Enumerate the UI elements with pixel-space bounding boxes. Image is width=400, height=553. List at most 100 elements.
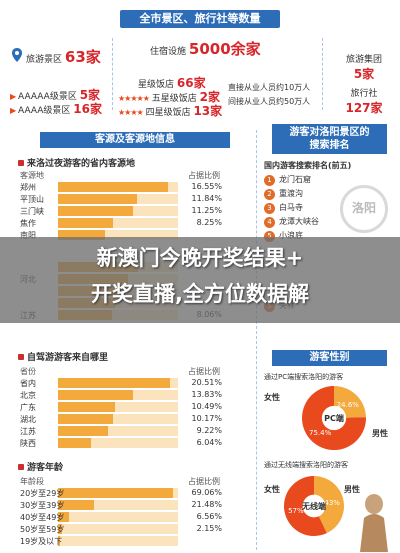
aaaa-count: 16家 <box>73 102 102 116</box>
five-star-row: ★★★★★ 五星级饭店 2家 <box>118 88 220 105</box>
col-header: 占据比例 <box>188 367 220 376</box>
category-label: 三门峡 <box>20 207 44 216</box>
bar <box>58 488 174 498</box>
bar <box>58 512 69 522</box>
four-star-label: 四星级饭店 <box>145 108 191 118</box>
gender-header: 游客性别 <box>272 350 387 366</box>
rank-header: 游客对洛阳景区的 搜索排名 <box>272 124 387 154</box>
col-header: 省份 <box>20 367 36 376</box>
value-label: 21.48% <box>191 500 222 509</box>
value-label: 9.22% <box>196 426 222 435</box>
value-label: 11.25% <box>191 206 222 215</box>
chart-title-selfdrive: 自驾游游客来自哪里 <box>18 350 108 363</box>
aaaa-row: ▶ AAAA级景区 16家 <box>10 100 102 117</box>
value-label: 20.51% <box>191 378 222 387</box>
group-block: 旅游集团 5家 <box>334 52 394 82</box>
bar-track <box>58 524 178 534</box>
category-label: 江苏 <box>20 427 36 436</box>
pie-slice <box>314 476 344 534</box>
bar-track <box>58 230 178 240</box>
female-label: 女性 <box>264 393 280 402</box>
category-label: 广东 <box>20 403 36 412</box>
value-label: 11.84% <box>191 194 222 203</box>
bar <box>58 194 137 204</box>
category-label: 南阳 <box>20 231 36 240</box>
aaaaa-count: 5家 <box>79 88 101 102</box>
promo-overlay <box>0 237 400 323</box>
rank-item-4: 4 龙潭大峡谷 <box>264 216 319 228</box>
bar <box>58 438 91 448</box>
scenic-block: 旅游景区 63家 <box>26 46 101 67</box>
col-header: 年龄段 <box>20 477 44 486</box>
bar <box>58 378 170 388</box>
chart-title-province: 来洛过夜游客的省内客源地 <box>18 156 135 169</box>
promo-line-2: 开奖直播,全方位数据解 <box>91 282 309 306</box>
rank-item-1: 1 龙门石窟 <box>264 174 311 186</box>
value-label: 10.17% <box>191 414 222 423</box>
pie-center-label: PC端 <box>324 413 344 423</box>
star-icon: ▶ <box>10 92 16 101</box>
lodging-block: 住宿设施 5000余家 <box>150 38 261 59</box>
col-header: 占据比例 <box>188 171 220 180</box>
bar <box>58 402 116 412</box>
star-icon: ★★★★ <box>118 108 144 117</box>
pie-pc: 24.6% 75.4% PC端 <box>302 386 366 450</box>
agency-label: 旅行社 <box>350 89 378 99</box>
four-star-row: ★★★★ 四星级饭店 13家 <box>118 102 222 119</box>
category-label: 北京 <box>20 391 36 400</box>
five-star-count: 2家 <box>199 90 220 104</box>
promo-text: 新澳门今晚开奖结果+ 开奖直播,全方位数据解 <box>0 240 400 312</box>
four-star-count: 13家 <box>193 104 223 118</box>
promo-line-1: 新澳门今晚开奖结果+ <box>96 246 304 270</box>
male-label: 男性 <box>344 485 360 494</box>
statue-icon <box>360 494 388 552</box>
bar-track <box>58 414 178 424</box>
map-pin-icon <box>12 48 22 62</box>
bar-track <box>58 438 178 448</box>
scenic-label: 旅游景区 <box>26 55 63 65</box>
bar <box>58 390 134 400</box>
category-label: 湖北 <box>20 415 36 424</box>
pie-mobile: 43% 57%无线端 <box>284 476 344 536</box>
bar-track <box>58 536 178 546</box>
bar-track <box>58 402 178 412</box>
source-header: 客源及客源地信息 <box>40 132 230 148</box>
divider <box>112 38 113 110</box>
bar-track <box>58 218 178 228</box>
five-star-label: 五星级饭店 <box>151 94 197 104</box>
agency-count: 127家 <box>345 101 383 115</box>
category-label: 省内 <box>20 379 36 388</box>
bar <box>58 536 60 546</box>
value-label: 6.56% <box>196 512 222 521</box>
group-label: 旅游集团 <box>345 55 382 65</box>
star-hotel-count: 66家 <box>176 76 206 90</box>
bar <box>58 206 133 216</box>
direct-emp: 直接从业人员约10万人 <box>228 83 311 92</box>
bar <box>58 182 169 192</box>
luoyang-circle <box>340 185 388 233</box>
scenic-count: 63家 <box>64 48 101 66</box>
bar <box>58 414 114 424</box>
lodging-label: 住宿设施 <box>150 47 187 57</box>
bar-track <box>58 512 178 522</box>
value-label: 2.15% <box>196 524 222 533</box>
bullet-icon <box>18 464 24 470</box>
aaaaa-label: AAAAA级景区 <box>18 92 77 102</box>
agency-block: 旅行社 127家 <box>334 86 394 116</box>
category-label: 郑州 <box>20 183 36 192</box>
category-label: 焦作 <box>20 219 36 228</box>
pie-center <box>302 494 326 518</box>
value-label: 6.04% <box>196 438 222 447</box>
category-label: 30岁至39岁 <box>20 501 65 510</box>
star-hotel-row: 星级饭店 66家 <box>138 74 206 91</box>
category-label: 40岁至49岁 <box>20 513 65 522</box>
aaaaa-row: ▶ AAAAA级景区 5家 <box>10 86 100 103</box>
luoyang-label: 洛阳 <box>351 201 376 215</box>
bar-track <box>58 426 178 436</box>
value-label: 16.55% <box>191 182 222 191</box>
rank-item-3: 3 白马寺 <box>264 202 303 214</box>
category-label: 50岁至59岁 <box>20 525 65 534</box>
pie-value-label: 43% <box>324 499 340 507</box>
lodging-count: 5000余家 <box>188 40 261 58</box>
mobile-label: 通过无线端搜索洛阳的游客 <box>264 461 348 469</box>
